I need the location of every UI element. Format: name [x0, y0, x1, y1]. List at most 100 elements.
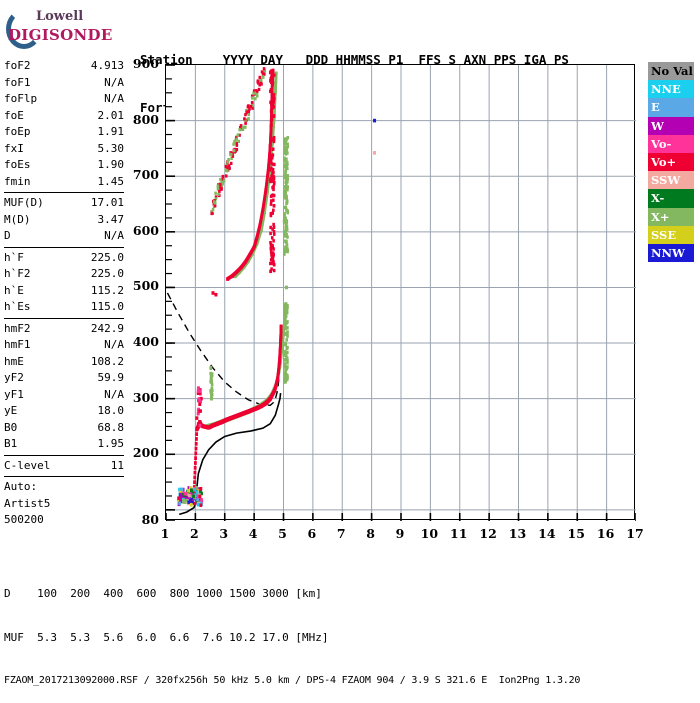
- echo-point: [286, 334, 289, 338]
- echo-point: [284, 285, 288, 290]
- echo-point: [270, 166, 273, 170]
- echo-point: [269, 202, 273, 206]
- param-value: 5.30: [97, 141, 125, 155]
- echo-point: [284, 313, 287, 317]
- echo-point: [247, 112, 251, 117]
- echo-point: [268, 172, 271, 177]
- ionospheric-parameters-panel: foF2 4.913 foF1 N/A foFlp N/A foE 2.01 foEp 1.91 f…: [4, 58, 124, 529]
- echo-point: [284, 343, 288, 347]
- param-key: foFlp: [4, 92, 38, 105]
- echo-point: [271, 251, 275, 255]
- echo-point: [227, 157, 230, 162]
- echo-point: [183, 495, 187, 500]
- param-value: 1.45: [97, 174, 125, 188]
- echo-point: [178, 490, 182, 495]
- echo-point: [270, 80, 273, 84]
- echo-point: [271, 130, 275, 134]
- echo-point: [270, 123, 273, 127]
- echo-point: [269, 211, 273, 216]
- legend-item-sse[interactable]: SSE: [648, 225, 694, 244]
- echo-point: [283, 205, 287, 210]
- echo-point: [284, 370, 287, 374]
- y-axis-tick-label: 400: [132, 334, 159, 350]
- echo-point: [250, 101, 254, 105]
- legend-item-x[interactable]: X+: [648, 207, 694, 226]
- param-row-fof2: foF2 4.913: [4, 58, 124, 75]
- echo-point: [269, 241, 272, 245]
- param-value: 1.90: [97, 158, 125, 171]
- polarization-legend: No Val NNE E W Vo- Vo+ SSW X- X+ SSE NNW: [648, 62, 694, 263]
- echo-point: [193, 493, 197, 497]
- echo-point: [212, 202, 216, 206]
- echo-point: [251, 106, 254, 110]
- param-key: hmF1: [4, 338, 31, 351]
- echo-point: [176, 498, 180, 503]
- echo-point: [214, 191, 217, 195]
- echo-point: [224, 168, 228, 172]
- legend-item-noval[interactable]: No Val: [648, 62, 694, 81]
- echo-point: [193, 461, 197, 465]
- echo-point: [195, 432, 199, 437]
- echo-point: [284, 162, 288, 167]
- echo-point: [231, 154, 235, 158]
- ionogram-plot-area[interactable]: [165, 64, 636, 521]
- param-row-fof1: foF1 N/A: [4, 75, 124, 92]
- echo-point: [285, 243, 289, 247]
- echo-point: [283, 175, 286, 179]
- legend-item-x[interactable]: X-: [648, 189, 694, 208]
- param-key: h`F2: [4, 267, 31, 280]
- echo-point: [265, 177, 269, 181]
- echo-point: [226, 159, 230, 164]
- legend-item-vo[interactable]: Vo-: [648, 134, 694, 153]
- echo-point: [263, 69, 267, 73]
- echo-point: [211, 211, 214, 215]
- echo-point: [182, 499, 185, 503]
- param-key: foEp: [4, 125, 31, 138]
- echo-point: [271, 153, 275, 157]
- legend-item-vo[interactable]: Vo+: [648, 152, 694, 172]
- echo-point: [269, 225, 272, 230]
- echo-point: [241, 125, 245, 129]
- param-row-foes: foEs 1.90: [4, 157, 124, 174]
- legend-item-e[interactable]: E: [648, 98, 694, 117]
- logo-digisonde-text: DIGISONDE: [8, 26, 113, 44]
- legend-item-w[interactable]: W: [648, 116, 694, 135]
- echo-point: [286, 136, 290, 140]
- echo-point: [196, 387, 200, 391]
- x-axis-tick-label: 5: [278, 526, 287, 541]
- echo-point: [270, 69, 274, 73]
- echo-point: [219, 187, 222, 192]
- echo-point: [229, 161, 233, 166]
- echo-point: [178, 487, 181, 492]
- echo-point: [199, 489, 202, 494]
- legend-item-ssw[interactable]: SSW: [648, 171, 694, 190]
- param-value: 17.01: [90, 196, 124, 209]
- echo-point: [373, 118, 377, 123]
- echo-point: [272, 225, 276, 230]
- legend-item-nnw[interactable]: NNW: [648, 243, 694, 263]
- echo-point: [264, 186, 268, 190]
- echo-point: [283, 158, 286, 162]
- echo-point: [210, 386, 214, 391]
- echo-point: [187, 500, 191, 504]
- echo-point: [285, 232, 288, 237]
- echo-point: [233, 140, 236, 144]
- echo-point: [214, 195, 218, 199]
- echo-point: [286, 248, 289, 252]
- echo-point: [272, 123, 275, 127]
- echo-point: [286, 185, 289, 189]
- echo-point: [238, 128, 241, 132]
- echo-point: [258, 83, 261, 87]
- echo-point: [269, 121, 273, 125]
- x-axis-tick-label: 1: [160, 526, 170, 541]
- param-key: B1: [4, 437, 18, 450]
- auto-name: Artist5: [4, 496, 51, 510]
- echo-point: [225, 165, 228, 169]
- auto-code: 500200: [4, 513, 44, 526]
- param-value: 108.2: [90, 354, 124, 368]
- echo-point: [285, 180, 289, 184]
- echo-point: [188, 493, 191, 498]
- legend-item-nne[interactable]: NNE: [648, 80, 694, 99]
- param-row-b1: B1 1.95: [4, 436, 124, 453]
- echo-point: [273, 108, 276, 113]
